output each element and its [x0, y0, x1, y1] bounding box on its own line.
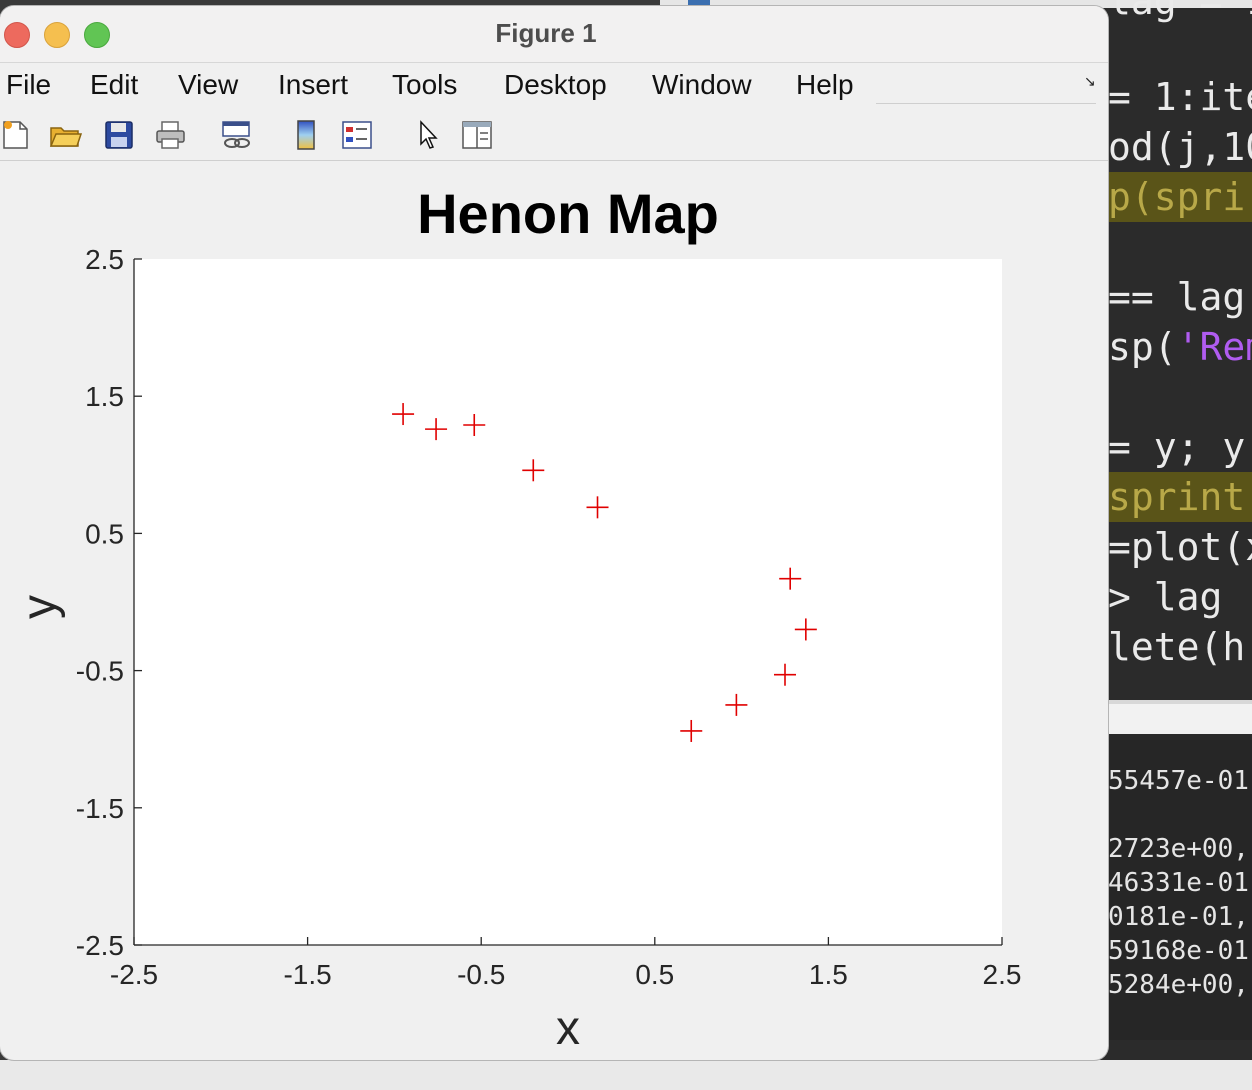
menu-help[interactable]: Help	[796, 69, 854, 100]
command-window[interactable]: 55457e-01, 2723e+00,- 46331e-01, 0181e-01,-…	[1108, 740, 1252, 1040]
save-icon[interactable]	[102, 118, 136, 152]
open-file-icon[interactable]	[48, 118, 82, 152]
data-point-plus-marker	[463, 414, 486, 437]
menu-view[interactable]: View	[178, 69, 239, 100]
data-point-plus-marker	[680, 719, 703, 742]
menu-edit[interactable]: Edit	[90, 69, 139, 100]
y-tick-label: 0.5	[85, 518, 124, 549]
print-icon[interactable]	[154, 118, 188, 152]
menu-separator	[876, 103, 1096, 104]
plot-title: Henon Map	[417, 182, 719, 245]
code-line: =plot(x	[1108, 525, 1252, 569]
y-tick-label: 2.5	[85, 244, 124, 275]
y-tick-label: -0.5	[76, 656, 124, 687]
editor-tab-strip	[660, 0, 1252, 8]
minimize-window-button[interactable]	[44, 22, 70, 48]
code-editor[interactable]: lag = 15; = 1:ite od(j,10p(spri == lag sp('R…	[1108, 0, 1252, 700]
title-bar[interactable]: Figure 1	[0, 6, 1108, 63]
colorbar-icon[interactable]	[290, 118, 324, 152]
x-tick-label: 2.5	[983, 959, 1022, 990]
console-line: 46331e-01,	[1108, 868, 1252, 898]
figure-window: Figure 1 File Edit View Insert Tools Des…	[0, 6, 1108, 1060]
window-title: Figure 1	[495, 18, 597, 48]
data-point-plus-marker	[522, 459, 545, 482]
editor-tab-marker	[688, 0, 710, 8]
code-line: sp('Rem	[1108, 325, 1252, 369]
status-bar	[0, 1060, 1252, 1090]
code-line: > lag	[1108, 575, 1223, 619]
y-tick-label: -2.5	[76, 930, 124, 961]
console-line: 59168e-01,	[1108, 936, 1252, 966]
code-line: = 1:ite	[1108, 75, 1252, 119]
data-point-plus-marker	[779, 567, 802, 590]
code-line: sprint	[1108, 472, 1252, 522]
y-tick-label: -1.5	[76, 793, 124, 824]
x-tick-label: 0.5	[635, 959, 674, 990]
maximize-window-button[interactable]	[84, 22, 110, 48]
legend-icon[interactable]	[340, 118, 374, 152]
close-window-button[interactable]	[4, 22, 30, 48]
data-point-plus-marker	[392, 403, 415, 426]
figure-toolbar	[0, 108, 1108, 161]
pointer-icon[interactable]	[412, 118, 446, 152]
code-line: == lag	[1108, 275, 1246, 319]
code-line: p(spri	[1108, 172, 1252, 222]
console-line: 0181e-01,-	[1108, 902, 1252, 932]
data-point-plus-marker	[794, 618, 817, 641]
y-axis-label: y	[13, 595, 66, 619]
axes-panel: -2.5 -1.5 -0.5 0.5 1.5 2.5 2.5 1.5 0.5 -0.5 -1.5 -2…	[0, 161, 1108, 1060]
new-figure-icon[interactable]	[0, 118, 34, 152]
x-tick-label: -0.5	[457, 959, 505, 990]
axes-background	[134, 259, 1002, 945]
menu-insert[interactable]: Insert	[278, 69, 349, 100]
editor-console-divider[interactable]	[1108, 700, 1252, 734]
code-line: lete(h(	[1108, 625, 1252, 669]
menu-file[interactable]: File	[6, 69, 52, 100]
x-tick-label: -1.5	[283, 959, 331, 990]
data-point-plus-marker	[725, 693, 748, 716]
data-point-plus-marker	[774, 663, 796, 686]
link-plot-icon[interactable]	[220, 118, 254, 152]
data-point-plus-marker	[586, 496, 609, 519]
y-tick-label: 1.5	[85, 381, 124, 412]
x-axis-label: x	[556, 1002, 580, 1055]
menu-window[interactable]: Window	[652, 69, 752, 100]
dock-figure-icon[interactable]: ↘	[1084, 73, 1096, 89]
menu-tools[interactable]: Tools	[392, 69, 458, 100]
code-line: od(j,10	[1108, 125, 1252, 169]
console-line: 5284e+00,-	[1108, 970, 1252, 1000]
menu-bar: File Edit View Insert Tools Desktop Wind…	[0, 63, 1108, 107]
menu-desktop[interactable]: Desktop	[504, 69, 607, 100]
console-line: 55457e-01,	[1108, 766, 1252, 796]
data-point-plus-marker	[425, 418, 448, 441]
property-editor-icon[interactable]	[460, 118, 494, 152]
code-line: = y; y	[1108, 425, 1246, 469]
console-line: 2723e+00,-	[1108, 834, 1252, 864]
plot-canvas[interactable]: -2.5 -1.5 -0.5 0.5 1.5 2.5 2.5 1.5 0.5 -0.5 -1.5 -2…	[0, 161, 1108, 1060]
x-tick-label: -2.5	[110, 959, 158, 990]
code-line: lag = 15;	[1108, 0, 1252, 23]
x-tick-label: 1.5	[809, 959, 848, 990]
